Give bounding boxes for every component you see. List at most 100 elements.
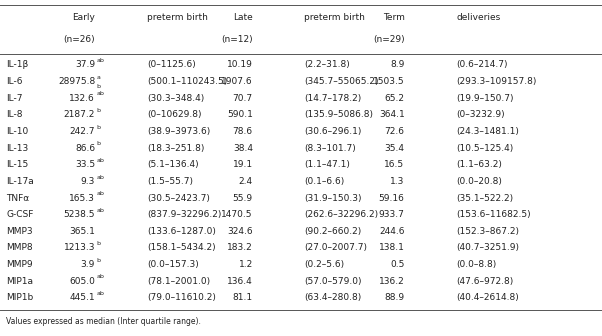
Text: (n=26): (n=26) [63,35,95,44]
Text: b: b [96,108,101,113]
Text: IL-13: IL-13 [6,144,28,153]
Text: 9.3: 9.3 [81,177,95,186]
Text: MIP1a: MIP1a [6,277,33,286]
Text: 364.1: 364.1 [379,110,405,119]
Text: 1907.6: 1907.6 [221,77,253,86]
Text: ab: ab [96,191,104,196]
Text: MMP8: MMP8 [6,244,33,252]
Text: IL-15: IL-15 [6,160,28,169]
Text: (0–10629.8): (0–10629.8) [147,110,202,119]
Text: 19.1: 19.1 [233,160,253,169]
Text: 37.9: 37.9 [75,60,95,70]
Text: preterm birth: preterm birth [147,13,208,23]
Text: 1213.3: 1213.3 [64,244,95,252]
Text: (30.6–296.1): (30.6–296.1) [304,127,361,136]
Text: IL-7: IL-7 [6,94,22,103]
Text: 38.4: 38.4 [233,144,253,153]
Text: IL-8: IL-8 [6,110,22,119]
Text: 65.2: 65.2 [385,94,405,103]
Text: (158.1–5434.2): (158.1–5434.2) [147,244,216,252]
Text: 3.9: 3.9 [81,260,95,269]
Text: Term: Term [383,13,405,23]
Text: (40.4–2614.8): (40.4–2614.8) [456,293,519,302]
Text: Values expressed as median (Inter quartile range).: Values expressed as median (Inter quarti… [6,318,201,326]
Text: 2.4: 2.4 [239,177,253,186]
Text: 78.6: 78.6 [233,127,253,136]
Text: (2.2–31.8): (2.2–31.8) [304,60,350,70]
Text: deliveries: deliveries [456,13,501,23]
Text: ab: ab [96,291,104,296]
Text: 55.9: 55.9 [233,194,253,203]
Text: ab: ab [96,58,104,63]
Text: IL-17a: IL-17a [6,177,34,186]
Text: 0.5: 0.5 [390,260,405,269]
Text: ab: ab [96,275,104,279]
Text: (57.0–579.0): (57.0–579.0) [304,277,362,286]
Text: (135.9–5086.8): (135.9–5086.8) [304,110,373,119]
Text: (14.7–178.2): (14.7–178.2) [304,94,361,103]
Text: (262.6–32296.2): (262.6–32296.2) [304,210,378,219]
Text: (0–1125.6): (0–1125.6) [147,60,196,70]
Text: (153.6–11682.5): (153.6–11682.5) [456,210,531,219]
Text: ab: ab [96,175,104,179]
Text: (78.1–2001.0): (78.1–2001.0) [147,277,211,286]
Text: 933.7: 933.7 [379,210,405,219]
Text: 86.6: 86.6 [75,144,95,153]
Text: 10.19: 10.19 [227,60,253,70]
Text: (0.6–214.7): (0.6–214.7) [456,60,508,70]
Text: (0.0–8.8): (0.0–8.8) [456,260,497,269]
Text: MMP9: MMP9 [6,260,33,269]
Text: b: b [96,125,101,130]
Text: b: b [96,84,101,89]
Text: Late: Late [233,13,253,23]
Text: (38.9–3973.6): (38.9–3973.6) [147,127,211,136]
Text: (0.1–6.6): (0.1–6.6) [304,177,344,186]
Text: IL-10: IL-10 [6,127,28,136]
Text: 5238.5: 5238.5 [64,210,95,219]
Text: (30.3–348.4): (30.3–348.4) [147,94,205,103]
Text: (0.0–157.3): (0.0–157.3) [147,260,199,269]
Text: 1503.5: 1503.5 [373,77,405,86]
Text: ab: ab [96,91,104,96]
Text: (1.1–63.2): (1.1–63.2) [456,160,502,169]
Text: (40.7–3251.9): (40.7–3251.9) [456,244,520,252]
Text: (0–3232.9): (0–3232.9) [456,110,505,119]
Text: (47.6–972.8): (47.6–972.8) [456,277,514,286]
Text: G-CSF: G-CSF [6,210,33,219]
Text: 81.1: 81.1 [233,293,253,302]
Text: 324.6: 324.6 [227,227,253,236]
Text: 132.6: 132.6 [69,94,95,103]
Text: (133.6–1287.0): (133.6–1287.0) [147,227,216,236]
Text: (63.4–280.8): (63.4–280.8) [304,293,361,302]
Text: (1.5–55.7): (1.5–55.7) [147,177,193,186]
Text: (8.3–101.7): (8.3–101.7) [304,144,356,153]
Text: 33.5: 33.5 [75,160,95,169]
Text: 365.1: 365.1 [69,227,95,236]
Text: 1.2: 1.2 [238,260,253,269]
Text: (5.1–136.4): (5.1–136.4) [147,160,199,169]
Text: 59.16: 59.16 [379,194,405,203]
Text: 8.9: 8.9 [390,60,405,70]
Text: 16.5: 16.5 [385,160,405,169]
Text: (n=12): (n=12) [221,35,253,44]
Text: (19.9–150.7): (19.9–150.7) [456,94,514,103]
Text: MMP3: MMP3 [6,227,33,236]
Text: (31.9–150.3): (31.9–150.3) [304,194,362,203]
Text: 35.4: 35.4 [385,144,405,153]
Text: 183.2: 183.2 [227,244,253,252]
Text: 605.0: 605.0 [69,277,95,286]
Text: (n=29): (n=29) [373,35,405,44]
Text: 1470.5: 1470.5 [222,210,253,219]
Text: (1.1–47.1): (1.1–47.1) [304,160,350,169]
Text: ab: ab [96,158,104,163]
Text: 88.9: 88.9 [385,293,405,302]
Text: (18.3–251.8): (18.3–251.8) [147,144,205,153]
Text: IL-6: IL-6 [6,77,22,86]
Text: IL-1β: IL-1β [6,60,28,70]
Text: b: b [96,141,101,146]
Text: 136.2: 136.2 [379,277,405,286]
Text: (10.5–125.4): (10.5–125.4) [456,144,514,153]
Text: (79.0–11610.2): (79.0–11610.2) [147,293,216,302]
Text: MIP1b: MIP1b [6,293,33,302]
Text: a: a [96,75,100,80]
